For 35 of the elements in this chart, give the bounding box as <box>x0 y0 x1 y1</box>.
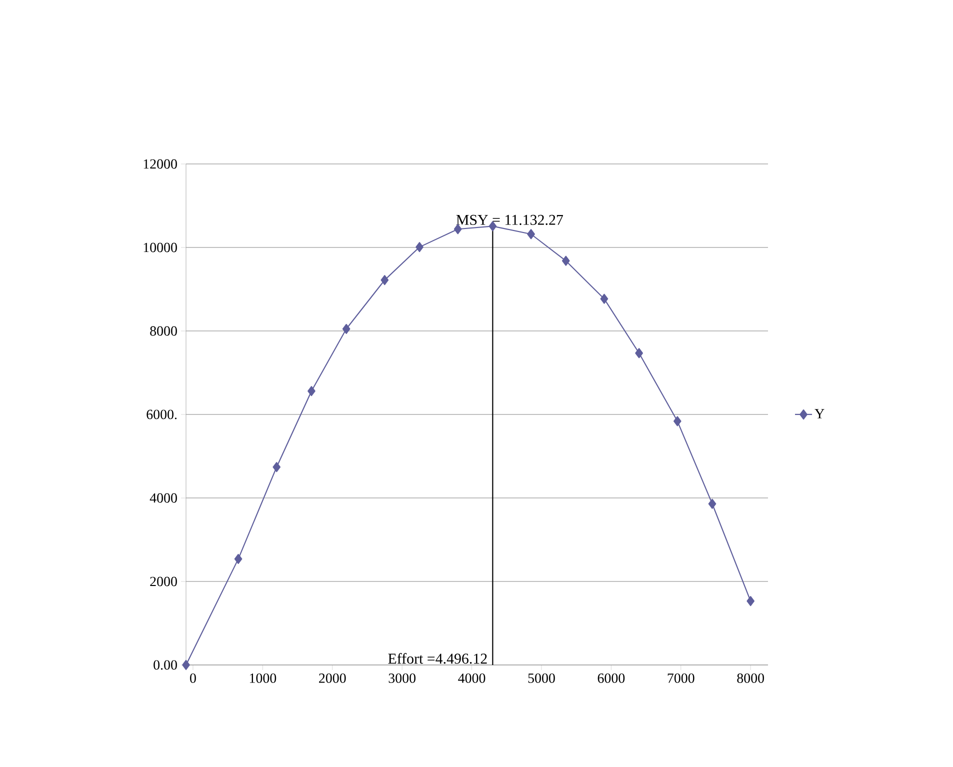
annotation: MSY = 11.132.27 <box>456 214 563 225</box>
point <box>562 256 570 266</box>
point <box>182 660 190 670</box>
point <box>342 324 350 334</box>
point <box>380 275 389 286</box>
y-tick-label: 8000 <box>150 326 177 336</box>
x-tick-label: 3000 <box>388 674 416 683</box>
x-tick-label: 0 <box>190 674 196 683</box>
y-tick-label: 0.00 <box>154 660 177 670</box>
x-tick-label: 4000 <box>458 674 486 683</box>
y-tick-label: 6000. <box>146 410 177 420</box>
legend-label: Y <box>814 409 824 418</box>
y-tick-label: 12000 <box>144 159 177 169</box>
point <box>416 242 424 252</box>
point <box>673 416 682 426</box>
x-tick-label: 7000 <box>668 674 694 683</box>
x-tick-label: 1000 <box>250 674 276 683</box>
point <box>272 462 281 472</box>
point <box>234 554 242 564</box>
y-tick-label: 4000 <box>150 493 177 503</box>
point <box>308 386 316 396</box>
point <box>527 229 535 240</box>
x-tick-label: 6000 <box>598 674 625 683</box>
x-tick-label: 8000 <box>737 674 764 683</box>
point <box>708 498 716 509</box>
point <box>746 596 755 606</box>
point <box>488 221 497 232</box>
x-tick-label: 2000 <box>319 674 346 683</box>
point <box>454 224 462 234</box>
x-tick-label: 5000 <box>528 674 555 683</box>
y-tick-label: 2000 <box>150 576 177 586</box>
point <box>635 348 643 358</box>
y-tick-label: 10000 <box>144 242 177 252</box>
annotation: Effort =4.496.12 <box>388 653 487 664</box>
point <box>600 294 608 304</box>
